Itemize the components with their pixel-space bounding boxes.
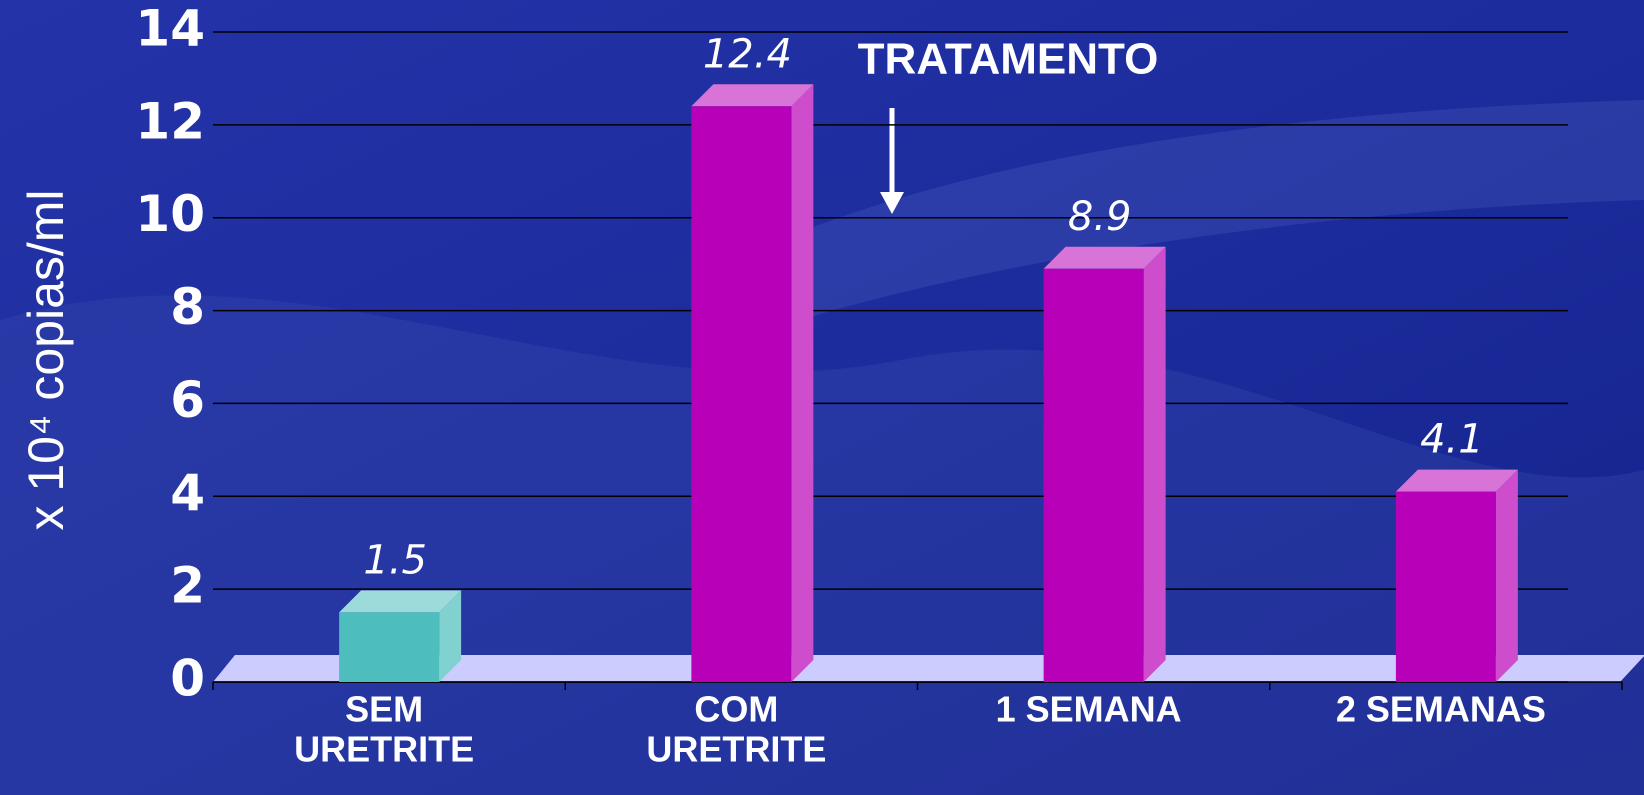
x-tick-label: URETRITE xyxy=(294,729,474,770)
bar xyxy=(1396,492,1496,682)
y-tick-label: 4 xyxy=(170,464,205,522)
bar xyxy=(339,612,439,682)
x-tick-label: 1 SEMANA xyxy=(996,689,1182,730)
y-axis-label: x 10⁴ copias/ml xyxy=(18,189,74,530)
value-label: 1.5 xyxy=(363,537,427,583)
x-tick-label: SEM xyxy=(345,689,423,730)
y-tick-label: 6 xyxy=(170,371,205,429)
annotation: TRATAMENTO xyxy=(858,35,1159,84)
y-tick-label: 2 xyxy=(170,557,205,615)
y-tick-label: 10 xyxy=(135,185,205,243)
bar xyxy=(1044,269,1144,682)
x-tick-label: 2 SEMANAS xyxy=(1336,689,1546,730)
value-label: 4.1 xyxy=(1420,417,1484,463)
chart: x 10⁴ copias/ml TRATAMENTO 0 2 4 6 8 10 12 14 SE… xyxy=(0,0,1644,795)
value-label: 8.9 xyxy=(1068,194,1132,240)
y-tick-label: 12 xyxy=(135,92,205,150)
bar-side xyxy=(1144,247,1166,682)
bar-side xyxy=(1496,470,1518,682)
bar xyxy=(691,106,791,682)
y-tick-label: 8 xyxy=(170,278,205,336)
value-label: 12.4 xyxy=(703,31,792,77)
x-tick-label: COM xyxy=(694,689,778,730)
y-tick-label: 0 xyxy=(170,650,205,708)
x-tick-label: URETRITE xyxy=(646,729,826,770)
bar-side xyxy=(791,84,813,682)
y-tick-label: 14 xyxy=(135,0,205,58)
